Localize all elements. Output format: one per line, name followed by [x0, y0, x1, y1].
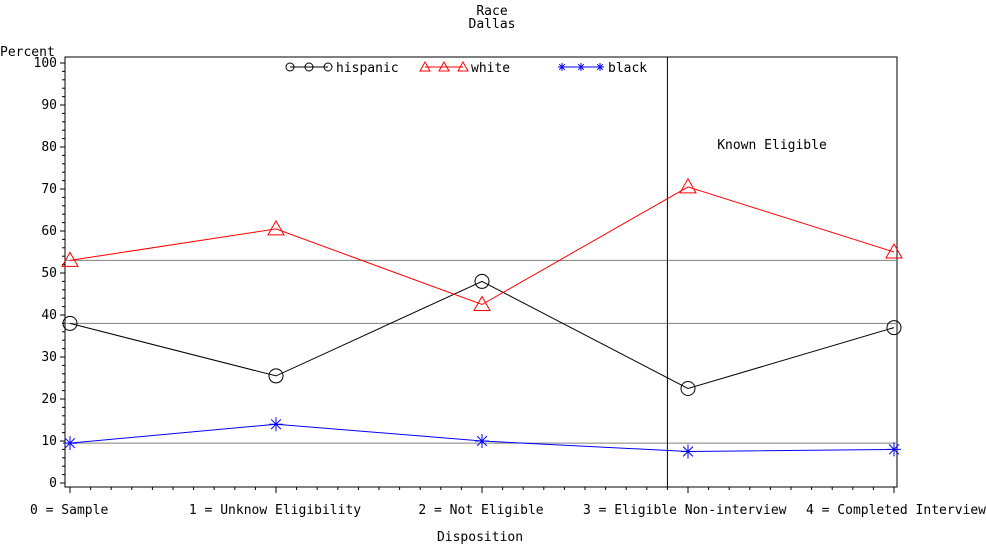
data-point-black — [269, 417, 283, 432]
legend-marker-black — [577, 63, 585, 71]
x-tick-label: 0 = Sample — [30, 503, 108, 518]
legend-marker-hispanic — [304, 62, 314, 72]
plot-area: 0 10 20 30 40 50 60 70 80 90 100 0 = Sample 1 = Unkn… — [30, 56, 986, 518]
y-tick-label: 60 — [41, 224, 57, 239]
x-tick-label: 4 = Completed Interview — [806, 503, 986, 518]
plot-frame — [64, 56, 898, 488]
legend-label-white: white — [471, 61, 510, 76]
data-point-black — [681, 444, 695, 459]
data-point-black — [475, 434, 489, 448]
y-tick-label: 40 — [41, 308, 57, 323]
legend-marker-hispanic — [285, 62, 295, 72]
legend-marker-black — [596, 63, 604, 71]
data-point-hispanic — [268, 368, 284, 384]
series-line-hispanic — [69, 280, 895, 390]
data-point-hispanic — [474, 273, 490, 289]
data-point-white — [473, 295, 491, 311]
y-axis-label: Percent — [0, 45, 55, 60]
data-point-white — [267, 219, 285, 236]
y-tick-label: 90 — [41, 98, 57, 113]
legend-marker-white — [419, 60, 431, 72]
series-line-white — [69, 186, 895, 306]
data-point-black — [887, 442, 901, 457]
data-point-hispanic — [680, 381, 696, 396]
legend-marker-black — [558, 63, 566, 71]
chart-title: Race — [476, 4, 507, 19]
data-point-hispanic — [62, 315, 78, 331]
x-axis-label: Disposition — [437, 530, 523, 544]
known-eligible-annotation: Known Eligible — [717, 138, 827, 153]
y-tick-label: 100 — [34, 56, 57, 71]
y-tick-label: 70 — [41, 182, 57, 197]
legend-label-black: black — [608, 61, 647, 76]
legend-marker-white — [438, 60, 450, 72]
data-point-white — [61, 251, 79, 267]
y-tick-label: 50 — [41, 266, 57, 281]
x-tick-label: 3 = Eligible Non-interview — [583, 503, 787, 518]
data-point-white — [885, 242, 903, 259]
y-tick-label: 30 — [41, 350, 57, 365]
y-tick-label: 20 — [41, 392, 57, 407]
y-tick-label: 0 — [49, 476, 57, 491]
y-tick-label: 10 — [41, 434, 57, 449]
chart-subtitle: Dallas — [469, 17, 516, 32]
data-point-hispanic — [886, 320, 902, 336]
x-tick-label: 1 = Unknow Eligibility — [189, 503, 361, 518]
legend-marker-hispanic — [323, 62, 333, 72]
data-point-white — [679, 177, 697, 194]
legend-marker-white — [457, 60, 469, 72]
data-point-black — [63, 436, 77, 451]
y-tick-label: 80 — [41, 140, 57, 155]
legend-label-hispanic: hispanic — [336, 61, 399, 76]
x-tick-label: 2 = Not Eligible — [418, 503, 543, 518]
